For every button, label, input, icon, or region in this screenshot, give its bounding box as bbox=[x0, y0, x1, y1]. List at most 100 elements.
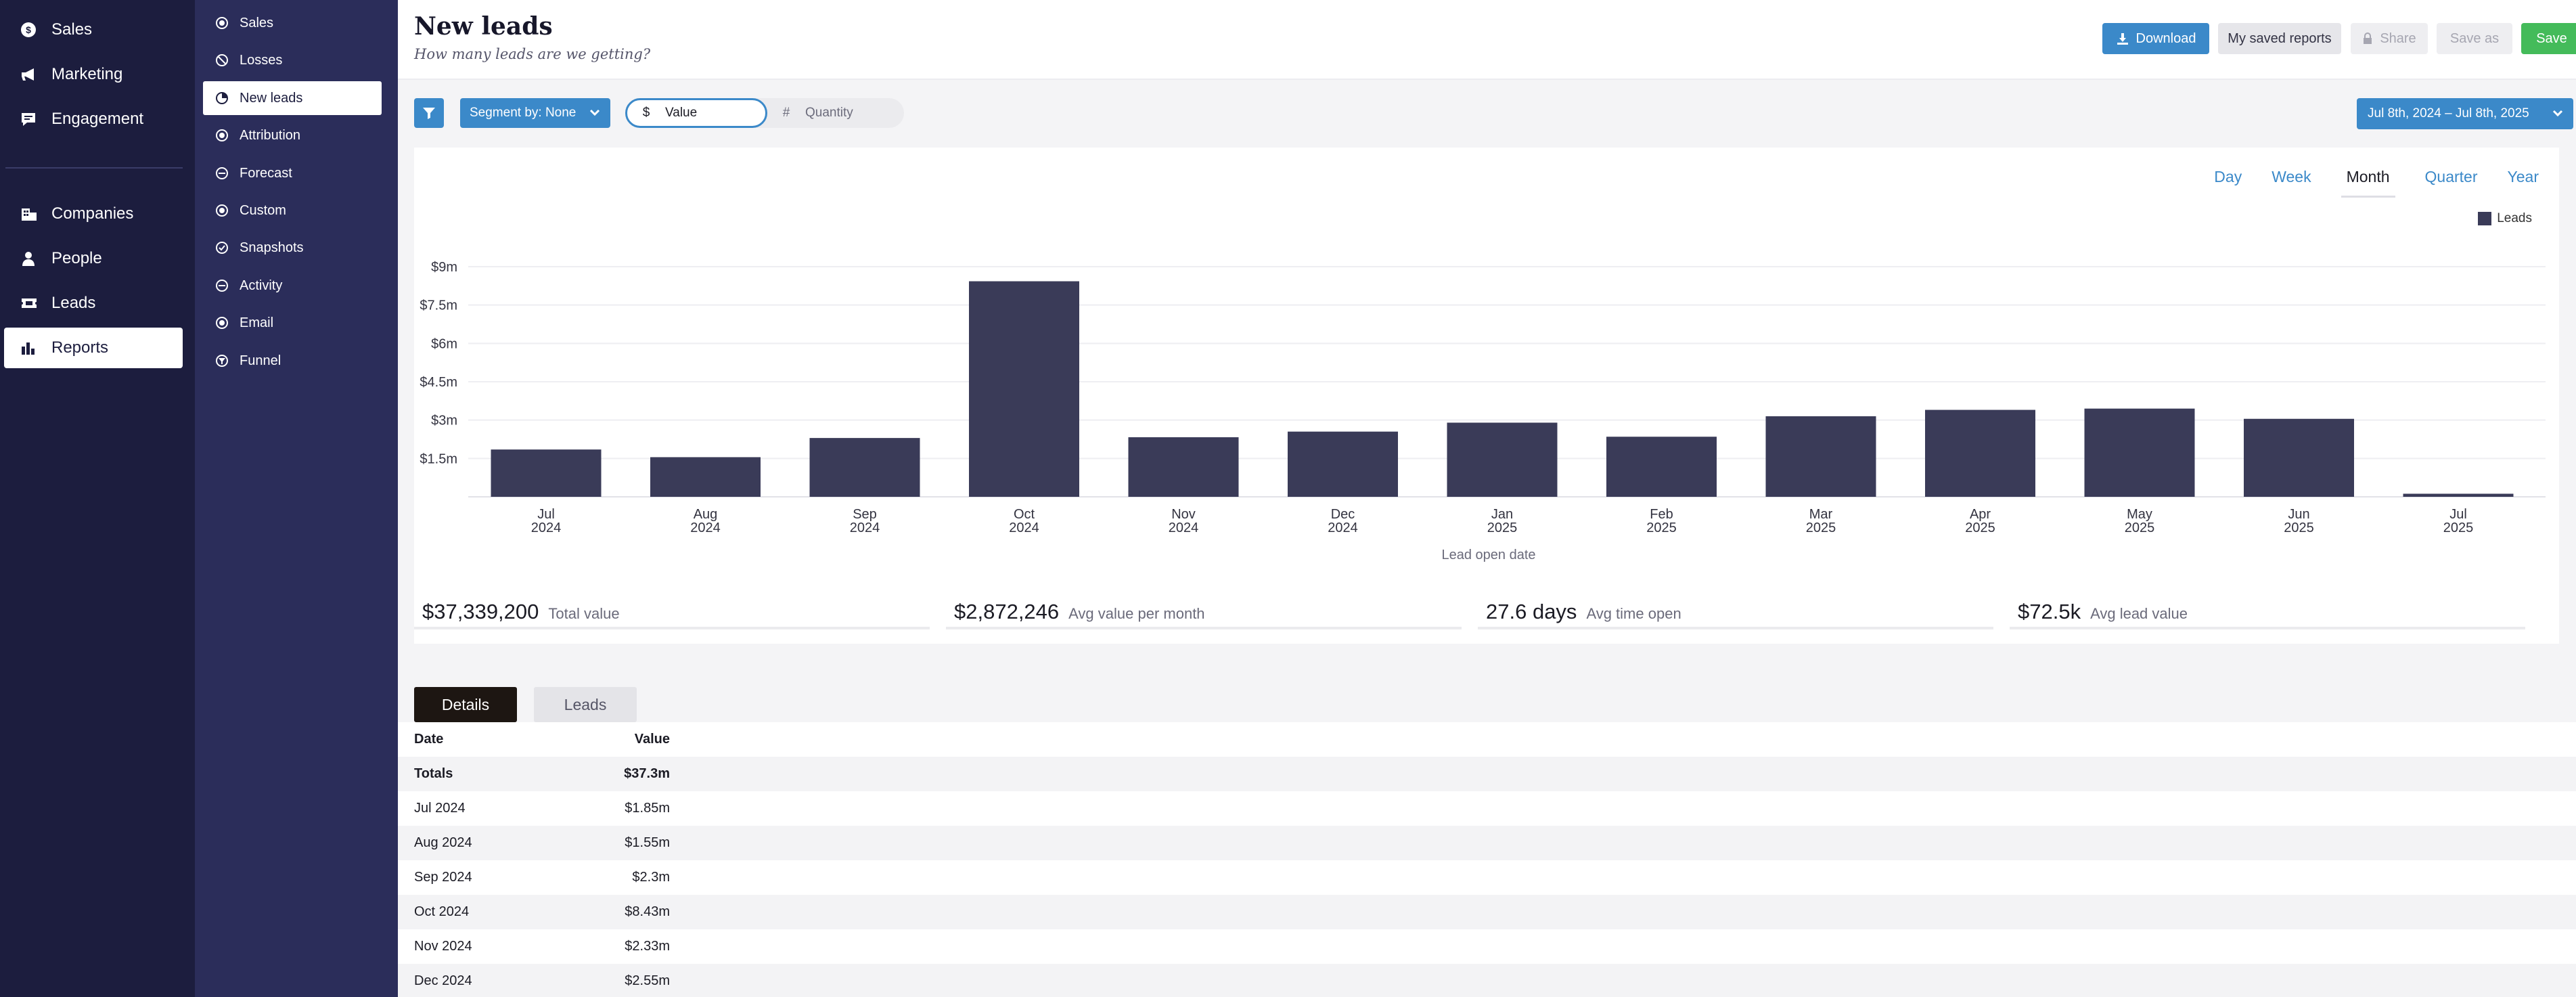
legend-swatch bbox=[2478, 212, 2492, 225]
period-month[interactable]: Month bbox=[2341, 168, 2395, 198]
subnav-item-email[interactable]: Email bbox=[203, 306, 382, 340]
period-week[interactable]: Week bbox=[2272, 168, 2311, 185]
tab-details[interactable]: Details bbox=[414, 687, 517, 722]
column-header-date[interactable]: Date bbox=[414, 732, 444, 747]
x-tick-month: Feb bbox=[1650, 507, 1673, 522]
bar bbox=[1128, 437, 1239, 497]
x-tick-month: Aug bbox=[694, 507, 718, 522]
page-title: New leads bbox=[414, 12, 553, 41]
subnav-item-sales[interactable]: Sales bbox=[203, 6, 382, 40]
x-tick-year: 2024 bbox=[1328, 520, 1358, 535]
y-tick-label: $9m bbox=[431, 260, 457, 275]
chevron-down-icon bbox=[589, 109, 600, 116]
bar bbox=[2403, 493, 2514, 497]
row-value: $2.3m bbox=[632, 870, 670, 885]
nav-divider bbox=[5, 167, 183, 169]
row-date: Oct 2024 bbox=[414, 904, 470, 919]
date-range-picker[interactable]: Jul 8th, 2024 – Jul 8th, 2025 bbox=[2357, 98, 2573, 129]
column-header-value[interactable]: Value bbox=[634, 732, 670, 747]
subnav-item-label: Losses bbox=[240, 52, 283, 68]
nav-item-reports[interactable]: Reports bbox=[4, 328, 183, 368]
nav-item-label: Companies bbox=[51, 204, 134, 223]
date-range-label: Jul 8th, 2024 – Jul 8th, 2025 bbox=[2368, 106, 2529, 120]
subnav-item-custom[interactable]: Custom bbox=[203, 194, 382, 227]
save-as-button[interactable]: Save as bbox=[2437, 23, 2512, 54]
download-icon bbox=[2117, 33, 2128, 45]
subnav-item-label: Sales bbox=[240, 15, 274, 30]
y-tick-label: $7.5m bbox=[420, 298, 457, 313]
row-value: $8.43m bbox=[625, 904, 670, 919]
primary-nav: $ Sales Marketing Engagement Companies P… bbox=[0, 0, 195, 997]
x-axis-title: Lead open date bbox=[1441, 548, 1535, 562]
page-header: New leads How many leads are we getting?… bbox=[398, 0, 2576, 80]
x-tick-year: 2024 bbox=[531, 520, 562, 535]
subnav-item-label: Email bbox=[240, 315, 274, 330]
target-icon bbox=[214, 202, 230, 219]
subnav-item-label: Forecast bbox=[240, 165, 292, 181]
subnav-item-label: Activity bbox=[240, 278, 283, 293]
stat-value: $37,339,200 bbox=[422, 600, 539, 623]
save-button[interactable]: Save bbox=[2521, 23, 2576, 54]
subnav-item-attribution[interactable]: Attribution bbox=[203, 118, 382, 152]
subnav-item-losses[interactable]: Losses bbox=[203, 43, 382, 77]
nav-item-sales[interactable]: $ Sales bbox=[4, 9, 183, 50]
download-label: Download bbox=[2136, 30, 2196, 46]
nav-item-people[interactable]: People bbox=[4, 238, 183, 279]
table-row: Aug 2024 $1.55m bbox=[398, 826, 2576, 860]
saved-reports-button[interactable]: My saved reports bbox=[2218, 23, 2341, 54]
x-tick-month: Mar bbox=[1809, 507, 1833, 522]
bar bbox=[1447, 422, 1558, 497]
stat-avg-time-open: 27.6 days Avg time open bbox=[1478, 594, 1993, 629]
tab-leads[interactable]: Leads bbox=[534, 687, 637, 722]
x-tick-month: Nov bbox=[1171, 507, 1196, 522]
target-icon bbox=[214, 127, 230, 143]
download-button[interactable]: Download bbox=[2102, 23, 2209, 54]
nav-item-label: Leads bbox=[51, 294, 96, 312]
bar bbox=[650, 457, 761, 497]
value-option[interactable]: $ Value bbox=[625, 98, 767, 128]
value-option-label: Value bbox=[665, 106, 698, 120]
x-tick-month: May bbox=[2127, 507, 2152, 522]
chat-icon bbox=[20, 111, 47, 127]
table-totals-row: Totals $37.3m bbox=[398, 757, 2576, 791]
stat-label: Avg lead value bbox=[2090, 605, 2188, 622]
subnav-item-activity[interactable]: Activity bbox=[203, 269, 382, 303]
bar bbox=[809, 438, 920, 497]
y-tick-label: $4.5m bbox=[420, 375, 457, 390]
value-quantity-toggle: $ Value # Quantity bbox=[625, 98, 904, 128]
period-day[interactable]: Day bbox=[2214, 168, 2242, 185]
prohibited-icon bbox=[214, 52, 230, 68]
bar bbox=[969, 281, 1079, 497]
x-tick-year: 2025 bbox=[2284, 520, 2314, 535]
table-row: Sep 2024 $2.3m bbox=[398, 860, 2576, 895]
x-tick-year: 2025 bbox=[1806, 520, 1836, 535]
x-tick-year: 2024 bbox=[1009, 520, 1039, 535]
chart-card: Day Week Month Quarter Year Leads $1.5m $… bbox=[414, 148, 2559, 644]
subnav-item-funnel[interactable]: Funnel bbox=[203, 344, 382, 378]
nav-item-engagement[interactable]: Engagement bbox=[4, 99, 183, 139]
nav-item-marketing[interactable]: Marketing bbox=[4, 54, 183, 95]
share-button[interactable]: Share bbox=[2351, 23, 2428, 54]
period-quarter[interactable]: Quarter bbox=[2424, 168, 2478, 185]
nav-item-leads[interactable]: Leads bbox=[4, 283, 183, 324]
stat-label: Avg value per month bbox=[1068, 605, 1205, 622]
x-tick-month: Apr bbox=[1970, 507, 1991, 522]
subnav-item-new-leads[interactable]: New leads bbox=[203, 81, 382, 115]
subnav-item-label: New leads bbox=[240, 90, 303, 106]
nav-item-label: Marketing bbox=[51, 65, 123, 83]
funnel-circle-icon bbox=[214, 353, 230, 369]
bar bbox=[2084, 408, 2195, 497]
x-tick-year: 2024 bbox=[850, 520, 880, 535]
totals-value: $37.3m bbox=[624, 766, 670, 781]
nav-item-companies[interactable]: Companies bbox=[4, 194, 183, 234]
period-year[interactable]: Year bbox=[2507, 168, 2539, 185]
subnav-item-snapshots[interactable]: Snapshots bbox=[203, 231, 382, 265]
x-tick-year: 2025 bbox=[1646, 520, 1677, 535]
nav-item-label: Sales bbox=[51, 20, 93, 39]
filter-button[interactable] bbox=[414, 98, 444, 128]
quantity-option[interactable]: # Quantity bbox=[767, 98, 903, 128]
segment-dropdown[interactable]: Segment by: None bbox=[460, 98, 610, 128]
bar bbox=[2244, 418, 2354, 497]
ticket-icon bbox=[20, 296, 47, 310]
subnav-item-forecast[interactable]: Forecast bbox=[203, 156, 382, 190]
